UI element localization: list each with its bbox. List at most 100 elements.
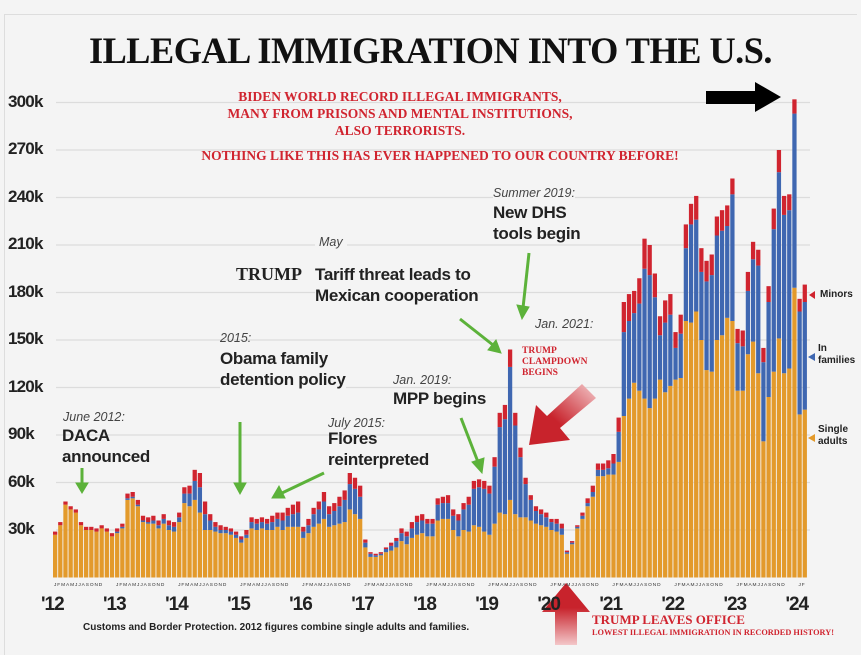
bar-in-families [466, 504, 471, 532]
bar-minors [378, 552, 383, 554]
month-bar [802, 284, 807, 578]
month-bar [104, 528, 109, 578]
bar-minors [290, 504, 296, 515]
bar-single-adults [259, 528, 265, 578]
bar-in-families [120, 526, 125, 529]
bar-in-families [523, 484, 528, 518]
bar-in-families [259, 522, 265, 529]
bar-in-families [482, 488, 487, 532]
month-bar [564, 550, 570, 578]
bar-minors [228, 528, 234, 532]
bar-single-adults [554, 531, 559, 578]
bar-single-adults [182, 503, 187, 578]
month-bar [792, 99, 797, 578]
month-bar [166, 520, 172, 578]
dhs-line: tools begin [493, 224, 581, 243]
month-bar [89, 526, 94, 578]
month-bar [492, 457, 497, 578]
bar-minors [606, 460, 611, 469]
bar-minors [73, 509, 78, 513]
dhs-text: New DHS tools begin [493, 202, 581, 244]
bar-single-adults [704, 370, 709, 578]
bar-minors [647, 245, 652, 276]
bar-in-families [471, 488, 477, 526]
bar-single-adults [151, 523, 156, 578]
month-bar [601, 463, 606, 578]
month-bar [735, 328, 740, 578]
month-bar [657, 316, 663, 578]
bar-in-families [337, 506, 342, 524]
bar-single-adults [580, 518, 585, 578]
bar-single-adults [487, 534, 492, 578]
bar-minors [714, 216, 720, 236]
bar-single-adults [135, 506, 140, 578]
month-bar [115, 528, 120, 578]
month-tick-labels: JFMAMJJASOND [54, 583, 104, 588]
bar-in-families [725, 226, 730, 318]
bar-minors [492, 457, 497, 467]
bar-minors [342, 490, 347, 500]
bar-single-adults [657, 379, 663, 578]
bar-single-adults [187, 506, 192, 578]
month-bar [358, 485, 363, 578]
bar-single-adults [549, 530, 554, 578]
year-tick-label: '18 [413, 594, 437, 615]
bar-minors [383, 547, 389, 549]
bar-single-adults [347, 509, 352, 578]
bar-single-adults [130, 498, 135, 578]
bar-single-adults [311, 526, 316, 578]
bar-single-adults [120, 528, 125, 578]
bar-in-families [285, 515, 290, 527]
obama-text: Obama family detention policy [220, 348, 346, 390]
bar-in-families [756, 265, 761, 374]
month-bar [254, 518, 259, 578]
bar-single-adults [125, 499, 130, 578]
bar-in-families [249, 522, 254, 529]
bar-in-families [409, 528, 414, 538]
bar-in-families [166, 525, 172, 530]
bar-single-adults [533, 523, 539, 578]
bar-minors [683, 224, 689, 249]
bar-in-families [451, 515, 456, 530]
bar-in-families [327, 514, 332, 527]
arrows [75, 82, 815, 645]
bar-minors [264, 518, 270, 524]
bar-minors [781, 195, 787, 215]
bar-in-families [151, 520, 156, 524]
bar-in-families [647, 275, 652, 409]
bar-minors [564, 550, 570, 553]
bar-in-families [202, 514, 208, 530]
bar-in-families [745, 290, 751, 355]
bar-single-adults [766, 397, 771, 578]
bar-minors [321, 492, 327, 502]
bar-in-families [213, 526, 218, 532]
obama-line: Obama family [220, 349, 328, 368]
bar-single-adults [394, 547, 399, 578]
bar-in-families [187, 493, 192, 507]
month-bar [311, 507, 316, 578]
bar-in-families [559, 528, 564, 535]
bar-in-families [275, 518, 280, 527]
obama-date: 2015: [220, 331, 252, 345]
subtitle-line: ALSO TERRORISTS. [334, 123, 466, 138]
bar-in-families [673, 347, 678, 380]
month-bar [420, 514, 425, 578]
bar-in-families [264, 523, 270, 530]
month-tick-labels: JFMAMJJASOND [426, 583, 476, 588]
bar-in-families [657, 335, 663, 380]
month-bar [590, 485, 595, 578]
month-bar [383, 547, 389, 578]
bar-in-families [683, 248, 689, 321]
bar-in-families [461, 509, 466, 530]
bar-single-adults [213, 531, 218, 578]
month-bar [409, 522, 414, 578]
bar-minors [218, 525, 223, 530]
bar-in-families [554, 523, 559, 532]
month-bar [347, 473, 352, 578]
y-tick-label: 60k [8, 471, 35, 491]
bar-minors [601, 463, 606, 470]
month-bar [156, 520, 161, 578]
month-bar [182, 487, 187, 578]
bar-in-families [678, 333, 683, 378]
month-bar [611, 454, 616, 578]
